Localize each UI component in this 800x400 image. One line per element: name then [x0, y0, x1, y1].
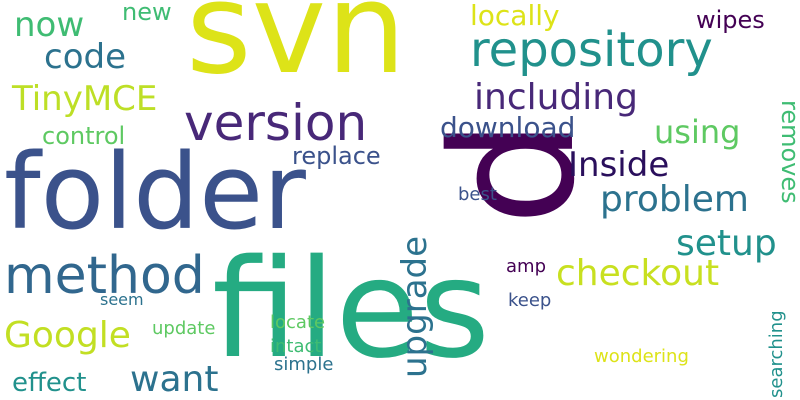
word-control: control [42, 122, 126, 150]
word-including: including [474, 77, 638, 118]
word-TinyMCE: TinyMCE [12, 79, 158, 119]
word-wondering: wondering [594, 346, 689, 367]
word-Inside: Inside [568, 145, 670, 185]
word-seem: seem [100, 290, 144, 309]
word-download: download [440, 111, 576, 144]
word-new: new [122, 0, 172, 26]
word-effect: effect [12, 368, 87, 398]
word-checkout: checkout [556, 253, 720, 294]
word-best: best [458, 184, 497, 205]
word-repository: repository [470, 22, 713, 78]
word-files: files [212, 231, 490, 389]
word-locate: locate [270, 312, 326, 333]
word-Google: Google [4, 315, 131, 356]
word-removes: removes [776, 100, 800, 204]
word-method: method [4, 246, 205, 306]
word-wipes: wipes [696, 6, 765, 34]
word-code: code [44, 37, 126, 77]
word-want: want [130, 359, 219, 400]
word-version: version [184, 94, 368, 152]
word-svn: svn [186, 0, 407, 102]
word-amp: amp [506, 256, 546, 277]
word-upgrade: upgrade [395, 235, 435, 378]
word-replace: replace [292, 142, 381, 170]
word-folder: folder [4, 131, 306, 253]
word-locally: locally [470, 0, 560, 32]
word-simple: simple [274, 354, 334, 375]
word-now: now [14, 5, 85, 45]
word-setup: setup [676, 223, 777, 264]
word-intact: intact [270, 336, 322, 357]
word-update: update [152, 318, 216, 339]
word-searching: searching [766, 310, 787, 398]
word-keep: keep [508, 290, 552, 311]
word-using: using [654, 113, 741, 151]
word-problem: problem [600, 179, 749, 220]
